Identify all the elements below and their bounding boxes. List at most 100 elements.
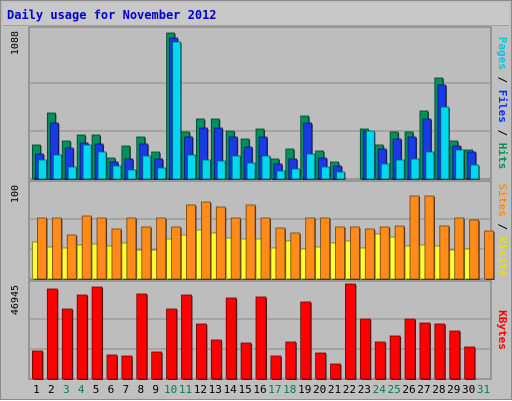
- legend-part-1: /: [496, 70, 509, 90]
- bar-kbytes: [240, 342, 252, 380]
- x-tick-label: 31: [477, 383, 490, 396]
- bar-kbytes: [151, 351, 163, 380]
- x-tick-label: 9: [152, 383, 159, 396]
- bar-kbytes: [32, 350, 43, 380]
- x-tick-label: 18: [283, 383, 296, 396]
- bar-pages: [440, 106, 450, 180]
- bar-kbytes: [315, 352, 327, 380]
- bar-sites: [96, 217, 107, 280]
- legend-part-0: KBytes: [496, 310, 509, 350]
- bar-sites: [364, 228, 375, 280]
- bar-sites: [186, 204, 196, 280]
- x-tick-label: 25: [388, 383, 401, 396]
- x-tick-label: 1: [33, 383, 40, 396]
- x-tick-label: 22: [343, 383, 356, 396]
- legend-label-kbytes: KBytes: [496, 310, 509, 350]
- bar-sites: [245, 204, 256, 280]
- bar-sites: [290, 232, 301, 280]
- bar-pages: [291, 168, 301, 180]
- bar-pages: [82, 144, 92, 180]
- legend-part-1: /: [496, 217, 509, 237]
- bar-sites: [350, 226, 360, 280]
- bar-pages: [246, 162, 256, 180]
- bar-kbytes: [449, 330, 461, 380]
- bar-pages: [231, 155, 241, 180]
- bar-kbytes: [121, 355, 133, 380]
- bar-sites: [379, 226, 390, 280]
- bar-kbytes: [136, 293, 148, 380]
- legend-part-2: Visits: [496, 237, 509, 277]
- bar-kbytes: [374, 341, 386, 380]
- bar-sites: [335, 226, 345, 280]
- chart-title: Daily usage for November 2012: [7, 8, 217, 22]
- bar-pages: [425, 151, 435, 180]
- legend-part-2: Files: [496, 90, 509, 123]
- bar-pages: [336, 171, 345, 180]
- bar-kbytes: [166, 308, 177, 380]
- bar-pages: [38, 159, 47, 180]
- bar-kbytes: [210, 339, 222, 380]
- bar-sites: [409, 195, 420, 280]
- bar-sites: [37, 217, 47, 280]
- bar-kbytes: [270, 355, 282, 380]
- x-tick-label: 17: [268, 383, 281, 396]
- bar-kbytes: [434, 323, 446, 380]
- bar-pages: [306, 153, 316, 180]
- bar-sites: [200, 201, 211, 280]
- y-tick-label-kbytes: 46945: [10, 285, 21, 315]
- bar-kbytes: [255, 296, 267, 380]
- bar-sites: [126, 217, 137, 280]
- x-tick-label: 30: [462, 383, 475, 396]
- bar-pages: [321, 166, 331, 180]
- title-bar: [3, 3, 509, 26]
- bar-kbytes: [225, 297, 237, 380]
- bar-sites: [320, 217, 331, 280]
- bar-pages: [380, 163, 390, 180]
- x-tick-label: 28: [432, 383, 445, 396]
- bar-kbytes: [300, 301, 312, 380]
- bar-sites: [141, 226, 152, 280]
- bar-kbytes: [181, 294, 192, 380]
- x-tick-label: 27: [417, 383, 430, 396]
- bar-pages: [410, 158, 420, 180]
- bar-kbytes: [61, 308, 73, 380]
- bar-sites: [51, 217, 62, 280]
- y-tick-label-visits-sites: 100: [10, 185, 21, 203]
- x-tick-label: 5: [93, 383, 100, 396]
- x-tick-label: 20: [313, 383, 326, 396]
- x-tick-label: 7: [123, 383, 130, 396]
- x-tick-label: 29: [447, 383, 460, 396]
- x-tick-label: 2: [48, 383, 55, 396]
- bar-pages: [395, 159, 405, 180]
- bar-kbytes: [345, 283, 356, 380]
- bar-kbytes: [285, 341, 297, 380]
- bar-sites: [156, 217, 167, 280]
- bar-pages: [455, 149, 465, 180]
- bar-kbytes: [195, 323, 207, 380]
- bar-kbytes: [76, 294, 88, 380]
- bar-sites: [260, 217, 271, 280]
- bar-kbytes: [46, 288, 58, 380]
- bar-sites: [215, 206, 226, 280]
- x-tick-label: 10: [164, 383, 177, 396]
- x-tick-label: 11: [179, 383, 192, 396]
- x-tick-label: 23: [358, 383, 371, 396]
- x-tick-label: 13: [209, 383, 222, 396]
- x-tick-label: 26: [402, 383, 415, 396]
- bar-sites: [305, 217, 316, 280]
- x-tick-label: 21: [328, 383, 341, 396]
- bar-sites: [424, 195, 435, 280]
- bar-sites: [171, 226, 181, 280]
- bar-pages: [67, 166, 77, 180]
- bar-kbytes: [464, 346, 476, 380]
- bar-pages: [52, 154, 62, 180]
- legend-part-3: /: [496, 123, 509, 143]
- bar-sites: [454, 217, 465, 280]
- x-tick-label: 24: [373, 383, 387, 396]
- bar-kbytes: [106, 354, 118, 380]
- bar-kbytes: [91, 286, 103, 380]
- bar-kbytes: [330, 363, 341, 380]
- x-tick-label: 15: [238, 383, 251, 396]
- bar-pages: [276, 170, 286, 180]
- bar-pages: [127, 169, 137, 180]
